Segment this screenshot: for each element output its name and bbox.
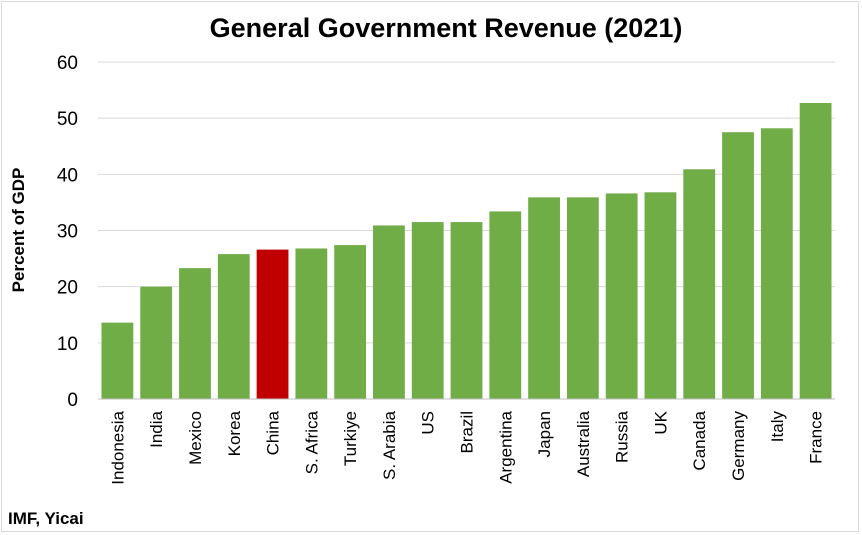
y-tick-label: 20 bbox=[57, 278, 78, 299]
bar-france bbox=[799, 103, 832, 400]
bars bbox=[101, 103, 832, 400]
bar-s-africa bbox=[295, 248, 328, 399]
y-axis-ticks: 0 10 20 30 40 50 60 bbox=[57, 53, 78, 411]
x-tick-label: Germany bbox=[729, 411, 748, 481]
x-tick-label: France bbox=[807, 411, 826, 464]
y-tick-label: 30 bbox=[57, 222, 78, 243]
bar-argentina bbox=[489, 211, 522, 399]
x-tick-label: Australia bbox=[574, 410, 593, 477]
bar-italy bbox=[760, 128, 793, 399]
bar-turkiye bbox=[334, 245, 367, 399]
x-tick-label: Argentina bbox=[496, 410, 515, 483]
x-tick-label: Japan bbox=[535, 411, 554, 457]
source-note: IMF, Yicai bbox=[8, 509, 84, 528]
y-axis-label: Percent of GDP bbox=[9, 168, 28, 293]
bar-korea bbox=[217, 254, 250, 399]
bar-japan bbox=[528, 197, 560, 399]
x-tick-label: US bbox=[419, 411, 438, 435]
x-tick-label: Turkiye bbox=[341, 411, 360, 466]
y-tick-label: 10 bbox=[57, 334, 78, 355]
bar-india bbox=[140, 286, 173, 399]
bar-uk bbox=[644, 192, 677, 399]
y-tick-label: 50 bbox=[57, 109, 78, 130]
x-axis-ticks: Indonesia India Mexico Korea China S. Africa T… bbox=[108, 410, 825, 484]
x-tick-label: India bbox=[147, 410, 166, 447]
x-tick-label: Korea bbox=[225, 410, 244, 456]
x-tick-label: Russia bbox=[613, 410, 632, 463]
bar-russia bbox=[605, 193, 638, 399]
x-tick-label: China bbox=[264, 410, 283, 455]
bar-germany bbox=[722, 132, 754, 400]
bar-australia bbox=[566, 197, 599, 399]
x-tick-label: Mexico bbox=[186, 411, 205, 465]
bar-indonesia bbox=[101, 322, 134, 399]
x-tick-label: S. Arabia bbox=[380, 410, 399, 480]
x-tick-label: Italy bbox=[768, 411, 787, 443]
x-tick-label: Indonesia bbox=[108, 410, 127, 484]
bar-canada bbox=[683, 169, 716, 399]
x-tick-label: Brazil bbox=[458, 411, 477, 454]
x-tick-label: UK bbox=[651, 410, 670, 434]
bar-us bbox=[411, 222, 444, 399]
bar-s-arabia bbox=[373, 225, 405, 399]
y-tick-label: 0 bbox=[67, 390, 78, 411]
chart-title: General Government Revenue (2021) bbox=[210, 13, 683, 43]
x-tick-label: S. Africa bbox=[302, 410, 321, 474]
x-tick-label: Canada bbox=[690, 410, 709, 470]
y-tick-label: 40 bbox=[57, 165, 78, 186]
y-tick-label: 60 bbox=[57, 53, 78, 74]
bar-china bbox=[256, 249, 289, 399]
bar-brazil bbox=[450, 222, 483, 399]
bar-mexico bbox=[179, 268, 211, 399]
